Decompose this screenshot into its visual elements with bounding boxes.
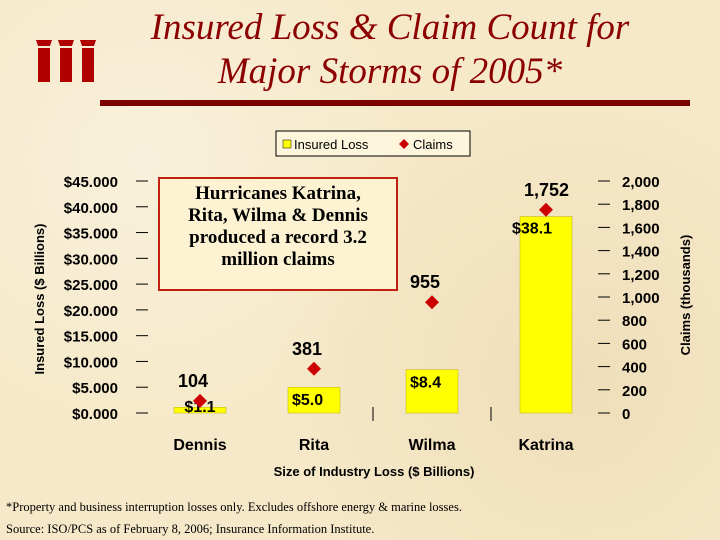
category-label-katrina: Katrina [518, 437, 573, 454]
category-label-rita: Rita [299, 437, 329, 454]
y-tick-label: $5.000 [72, 380, 118, 397]
claims-marker-dennis [193, 393, 207, 408]
y2-tick-label: 2,000 [622, 174, 660, 191]
bar-value-label: $5.0 [292, 392, 323, 409]
y2-tick-label: 1,200 [622, 267, 660, 284]
bar-value-label: $38.1 [512, 221, 552, 238]
y2-tick-label: 600 [622, 336, 647, 353]
bar-value-label: $8.4 [410, 375, 441, 392]
record-claims-annotation: Hurricanes Katrina, Rita, Wilma & Dennis… [158, 177, 398, 291]
y-tick-label: $0.000 [72, 406, 118, 423]
footnote-source: Source: ISO/PCS as of February 8, 2006; … [6, 522, 375, 536]
claims-value-label: 381 [292, 339, 322, 359]
bar-katrina [519, 216, 573, 414]
y-tick-label: $45.000 [64, 174, 118, 191]
legend-insured-loss: Insured Loss [294, 137, 369, 152]
claims-value-label: 955 [410, 272, 440, 292]
claim-markers: 104 381 955 1,752 [178, 180, 569, 408]
footnote-exclusions: *Property and business interruption loss… [6, 500, 462, 514]
category-label-dennis: Dennis [173, 437, 226, 454]
y2-tick-label: 200 [622, 383, 647, 400]
y2-tick-label: 1,600 [622, 220, 660, 237]
iii-logo [36, 40, 96, 82]
claims-value-label: 104 [178, 371, 208, 391]
category-label-wilma: Wilma [409, 437, 456, 454]
y-tick-label: $35.000 [64, 226, 118, 243]
y-axis-title: Insured Loss ($ Billions) [32, 224, 47, 375]
y2-tick-label: 1,400 [622, 244, 660, 261]
title-line-1: Insured Loss & Claim Count for [150, 7, 630, 48]
y-axis-ticks: $0.000 $5.000 $10.000 $15.000 $20.000 $25.000… [64, 174, 148, 423]
y2-tick-label: 1,800 [622, 197, 660, 214]
legend-claims: Claims [413, 137, 453, 152]
y2-tick-label: 1,000 [622, 290, 660, 307]
y-tick-label: $25.000 [64, 277, 118, 294]
legend-diamond-marker [399, 139, 409, 149]
y-tick-label: $10.000 [64, 354, 118, 371]
y-tick-label: $30.000 [64, 251, 118, 268]
annotation-line-2: Rita, Wilma & Dennis [188, 205, 368, 226]
y2-axis-ticks: 0 200 400 600 800 1,000 1,200 1,400 1,600 1,800 2,… [598, 174, 660, 423]
annotation-line-1: Hurricanes Katrina, [195, 183, 361, 204]
claims-marker-wilma [425, 295, 439, 310]
slide-title: Insured Loss & Claim Count for Major Sto… [110, 6, 670, 94]
y-tick-label: $15.000 [64, 329, 118, 346]
category-labels: Dennis Rita Wilma Katrina [173, 437, 573, 454]
legend-bar-swatch [282, 139, 292, 149]
y2-tick-label: 800 [622, 313, 647, 330]
annotation-line-4: million claims [221, 249, 335, 270]
title-line-2: Major Storms of 2005* [217, 51, 563, 92]
legend: Insured Loss Claims [275, 130, 471, 157]
y2-tick-label: 400 [622, 360, 647, 377]
y2-axis-title: Claims (thousands) [678, 235, 693, 356]
claims-marker-katrina [539, 202, 553, 217]
y-tick-label: $20.000 [64, 303, 118, 320]
annotation-line-3: produced a record 3.2 [189, 227, 367, 248]
y-tick-label: $40.000 [64, 200, 118, 217]
x-axis-title: Size of Industry Loss ($ Billions) [274, 464, 475, 479]
bar-rita [287, 386, 341, 414]
claims-marker-rita [307, 361, 321, 376]
y2-tick-label: 0 [622, 406, 630, 423]
claims-value-label: 1,752 [524, 180, 569, 200]
title-rule [100, 100, 690, 106]
legend-box [275, 130, 471, 157]
bars: $1.1$5.0$8.4$38.1 [173, 216, 573, 421]
bar-wilma [405, 369, 459, 414]
